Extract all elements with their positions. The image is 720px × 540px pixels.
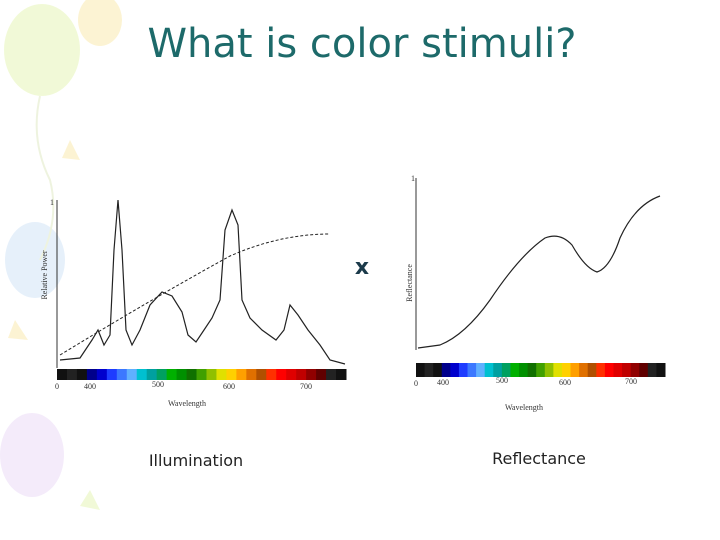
spectrum-swatch xyxy=(216,369,227,380)
spectrum-swatch xyxy=(186,369,198,380)
spectrum-swatch xyxy=(519,363,529,377)
caption: Illumination xyxy=(149,451,243,470)
x-axis-label: Wavelength xyxy=(168,399,206,408)
spectrum-swatch xyxy=(236,369,247,380)
spectrum-swatch xyxy=(316,369,327,380)
reflectance-curve xyxy=(417,195,661,349)
y-axis-label: Reflectance xyxy=(405,264,414,302)
spectrum-swatch xyxy=(544,363,554,377)
spectrum-swatch xyxy=(246,369,257,380)
spectrum-swatch xyxy=(510,363,520,377)
spectrum-swatch xyxy=(613,363,623,377)
reference-curve xyxy=(59,233,331,356)
operator: x xyxy=(355,255,369,280)
slide-title: What is color stimuli? xyxy=(147,21,576,67)
spectrum-swatch xyxy=(226,369,237,380)
spectrum-swatch xyxy=(467,363,477,377)
y-top-label: 1 xyxy=(50,198,54,207)
spectrum-swatch xyxy=(66,369,78,380)
spectrum-swatch xyxy=(579,363,589,377)
spectrum-swatch xyxy=(656,363,666,377)
reflectance-figure: 1 0 400 500 600 700 Wavelength Reflectan… xyxy=(405,174,666,468)
spectrum-swatch xyxy=(596,363,606,377)
spectrum-swatch xyxy=(76,369,88,380)
spectrum-swatch xyxy=(286,369,297,380)
illumination-figure: 1 0 400 500 600 700 Wavelength Relative … xyxy=(40,198,347,470)
spectrum-swatch xyxy=(266,369,277,380)
x-tick-label: 400 xyxy=(437,378,449,387)
x-tick-label: 700 xyxy=(625,377,637,386)
spectrum-swatch xyxy=(570,363,580,377)
spectrum-swatch xyxy=(587,363,597,377)
spectrum-swatch xyxy=(630,363,640,377)
spectrum-bar xyxy=(57,369,347,380)
spectrum-swatch xyxy=(501,363,511,377)
spectrum-swatch xyxy=(306,369,317,380)
spectrum-swatch xyxy=(196,369,207,380)
spectrum-swatch xyxy=(441,363,451,377)
origin-label: 0 xyxy=(414,379,418,388)
spectrum-swatch xyxy=(176,369,188,380)
spectrum-swatch xyxy=(458,363,469,377)
spectrum-swatch xyxy=(336,369,347,380)
spectrum-swatch xyxy=(146,369,158,380)
spectrum-swatch xyxy=(116,369,128,380)
spectrum-swatch xyxy=(126,369,138,380)
spectrum-swatch xyxy=(527,363,537,377)
spectrum-bar xyxy=(416,363,666,377)
spectrum-swatch xyxy=(57,369,68,380)
spectrum-swatch xyxy=(156,369,168,380)
spectrum-swatch xyxy=(86,369,98,380)
x-tick-label: 500 xyxy=(496,376,508,385)
spectrum-swatch xyxy=(136,369,148,380)
spectrum-swatch xyxy=(206,369,217,380)
y-top-label: 1 xyxy=(411,174,415,183)
spectrum-swatch xyxy=(484,363,494,377)
spectrum-swatch xyxy=(256,369,267,380)
spectrum-swatch xyxy=(106,369,118,380)
x-tick-label: 600 xyxy=(559,378,571,387)
spectrum-swatch xyxy=(326,369,337,380)
spectrum-swatch xyxy=(424,363,434,377)
balloon-decoration xyxy=(0,0,122,510)
spectrum-swatch xyxy=(433,363,443,377)
spectrum-swatch xyxy=(476,363,486,377)
x-tick-label: 700 xyxy=(300,382,312,391)
spectrum-swatch xyxy=(450,363,460,377)
x-tick-label: 400 xyxy=(84,382,96,391)
x-axis-label: Wavelength xyxy=(505,403,543,412)
spectrum-swatch xyxy=(647,363,657,377)
spectrum-swatch xyxy=(296,369,307,380)
y-axis-label: Relative Power xyxy=(40,250,49,299)
x-tick-label: 500 xyxy=(152,380,164,389)
caption: Reflectance xyxy=(492,449,586,468)
spectrum-swatch xyxy=(493,363,503,377)
spectrum-swatch xyxy=(536,363,546,377)
spectrum-swatch xyxy=(416,363,426,377)
spectrum-swatch xyxy=(166,369,178,380)
spectrum-swatch xyxy=(639,363,649,377)
x-tick-label: 600 xyxy=(223,382,235,391)
spectrum-swatch xyxy=(561,363,572,377)
spectrum-swatch xyxy=(622,363,632,377)
spectrum-swatch xyxy=(96,369,108,380)
spectrum-swatch xyxy=(604,363,614,377)
spectrum-swatch xyxy=(553,363,563,377)
origin-label: 0 xyxy=(55,382,59,391)
spectrum-swatch xyxy=(276,369,287,380)
illumination-curve xyxy=(59,199,346,365)
